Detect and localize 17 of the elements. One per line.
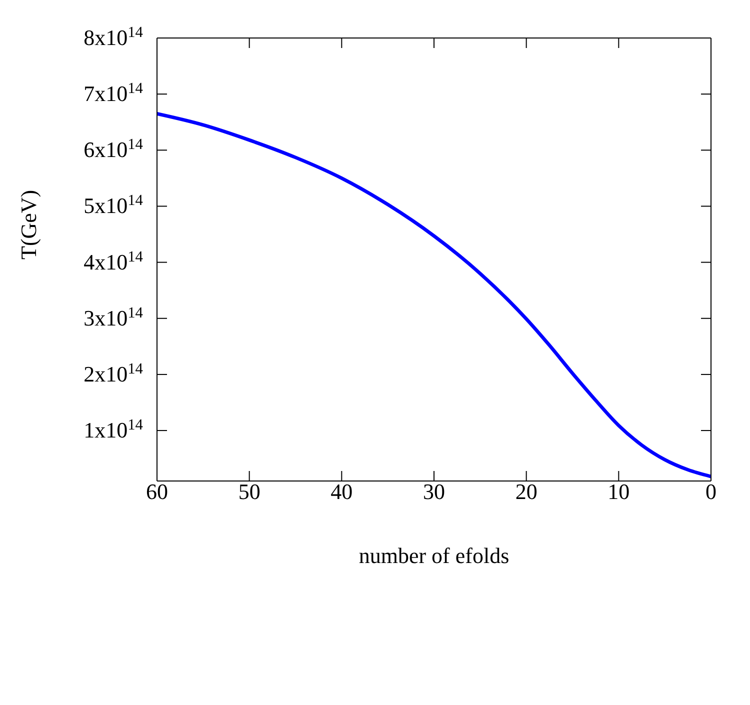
y-tick-label: 7x10$^{14}$ xyxy=(84,80,144,106)
y-tick-label: 2x10$^{14}$ xyxy=(84,360,144,386)
y-tick-label: 4x10$^{14}$ xyxy=(84,248,144,274)
y-tick-label: 8x10$^{14}$ xyxy=(84,24,144,50)
x-tick-label: 20 xyxy=(515,479,538,504)
y-tick-label: 3x10$^{14}$ xyxy=(84,304,144,330)
x-tick-label: 50 xyxy=(238,479,260,504)
x-tick-label: 40 xyxy=(330,479,353,504)
y-tick-label: 6x10$^{14}$ xyxy=(84,136,144,162)
x-tick-label: 10 xyxy=(608,479,630,504)
y-tick-label: 1x10$^{14}$ xyxy=(84,416,144,443)
x-tick-label: 30 xyxy=(423,479,445,504)
y-tick-label: 5x10$^{14}$ xyxy=(84,192,144,218)
y-axis-title: T(GeV) xyxy=(16,190,41,260)
x-tick-label: 0 xyxy=(706,479,716,504)
x-tick-label: 60 xyxy=(146,479,168,504)
x-axis-title: number of efolds xyxy=(358,543,510,568)
